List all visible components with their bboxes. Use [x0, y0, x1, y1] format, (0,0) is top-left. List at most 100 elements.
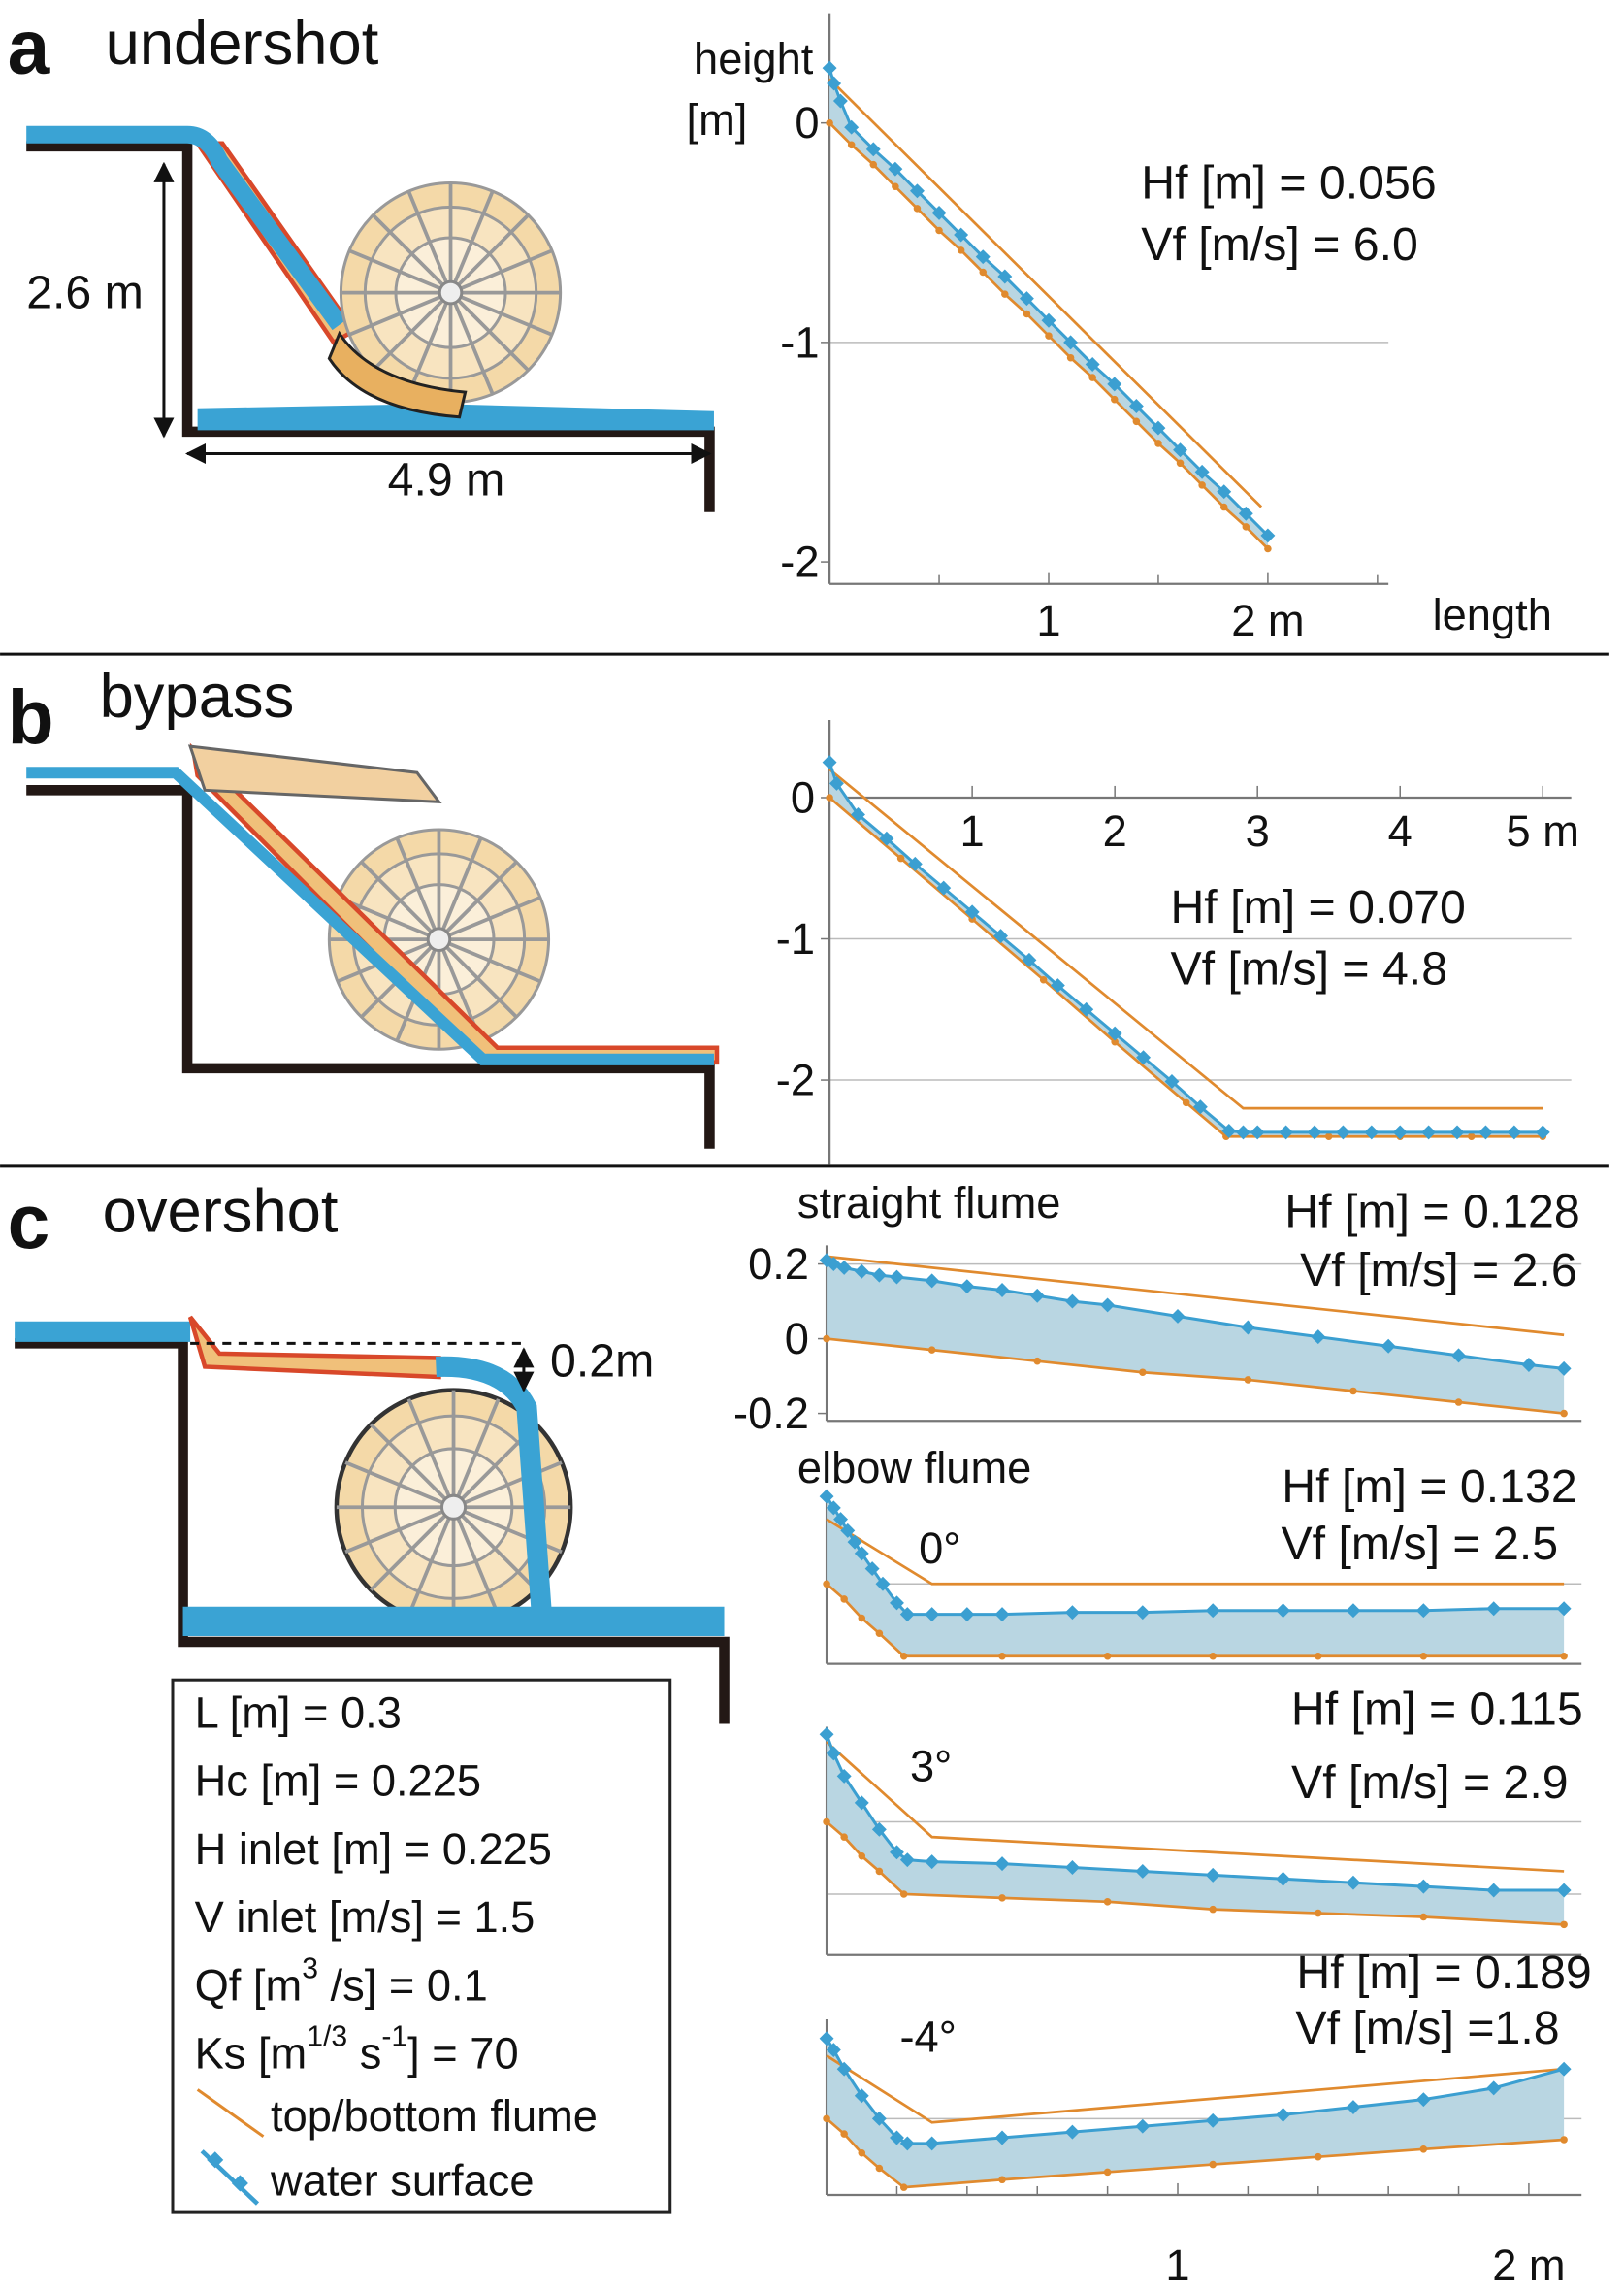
wheel-spoke — [406, 291, 453, 395]
wheel-spoke — [372, 291, 452, 372]
flume-point — [1560, 1652, 1568, 1660]
water-point — [1041, 312, 1056, 328]
wheel-spoke — [406, 190, 453, 294]
wheel-spoke — [451, 1398, 501, 1508]
annotation: Vf [m/s] = 6.0 — [1141, 218, 1418, 271]
water-point — [907, 856, 923, 871]
water-point — [1205, 1603, 1220, 1619]
water-point — [832, 93, 848, 109]
water-point — [1279, 1125, 1294, 1140]
water-point — [1335, 1125, 1350, 1140]
panel-title: overshot — [103, 1178, 339, 1246]
water-point — [822, 755, 837, 770]
flume-point — [899, 1890, 908, 1898]
flume — [189, 742, 720, 1065]
annotation: Hf [m] = 0.115 — [1291, 1683, 1583, 1735]
water-point — [1064, 1293, 1080, 1309]
flume-point — [899, 1652, 908, 1660]
wheel-spoke — [406, 1506, 456, 1617]
annotation: Hf [m] = 0.056 — [1141, 157, 1436, 210]
water-point — [854, 1263, 869, 1279]
flume-point — [1023, 310, 1031, 318]
flume-point — [1033, 1357, 1042, 1365]
water-point — [1556, 1883, 1572, 1898]
water-point — [1064, 1605, 1080, 1621]
water-point — [1050, 978, 1065, 994]
wheel-spoke — [452, 1505, 538, 1591]
superscript: -1 — [381, 2021, 407, 2053]
water-point — [1240, 1320, 1255, 1335]
water-point — [1194, 464, 1210, 479]
flume-point — [1039, 975, 1048, 984]
panel-letter: a — [8, 4, 51, 89]
flume-point — [1132, 417, 1141, 426]
flume-point — [899, 2183, 908, 2191]
flume-point — [858, 2148, 866, 2157]
flume-point — [1001, 290, 1009, 298]
water — [828, 762, 1543, 1134]
flume-point — [840, 1833, 848, 1841]
water-point — [1135, 2118, 1151, 2134]
water-point — [994, 1607, 1010, 1622]
flume-point — [927, 1346, 936, 1354]
water-point — [1250, 1125, 1265, 1140]
text-part: Qf [m — [195, 1960, 303, 2010]
x-tick-label: 3 — [1246, 806, 1270, 856]
flume-point — [1103, 2168, 1112, 2177]
water-point — [1449, 1125, 1465, 1140]
ground — [26, 785, 715, 1149]
water-point — [822, 60, 837, 76]
water-point — [819, 2031, 834, 2046]
water-point — [1238, 506, 1253, 521]
chart-title: elbow flume — [797, 1443, 1031, 1492]
wheel-spoke — [344, 1505, 455, 1555]
wheel-spoke — [372, 213, 452, 294]
water-point — [826, 2043, 841, 2057]
legend-swatch — [196, 2088, 265, 2138]
y-tick-label: -1 — [776, 914, 815, 964]
water-point — [1170, 1309, 1186, 1324]
x-tick-label: 2 m — [1492, 2241, 1565, 2290]
bypass-plank — [187, 744, 442, 804]
wheel-spoke — [369, 1505, 455, 1591]
wheel-spoke — [437, 836, 483, 940]
flume-point — [1315, 1909, 1322, 1917]
flume-point — [1419, 1913, 1428, 1921]
y-tick-label: 0 — [791, 772, 815, 822]
water-point — [871, 2111, 887, 2126]
flume-point — [1066, 353, 1075, 362]
x-tick-label: 5 m — [1507, 806, 1579, 856]
water-point — [1135, 1863, 1151, 1879]
water-point — [879, 831, 894, 846]
water-point — [1486, 1883, 1502, 1898]
flume-point — [1209, 1652, 1217, 1660]
water-point — [1486, 1601, 1502, 1617]
flume_top — [828, 78, 1263, 508]
water-point — [1276, 1871, 1291, 1886]
water-point — [1556, 2061, 1572, 2077]
x-tick-label: 1 — [1165, 2241, 1189, 2290]
text-part: L [m] = 0.3 — [195, 1687, 402, 1737]
water — [26, 767, 714, 1065]
wheel-spoke — [449, 248, 553, 295]
wheel-spoke — [452, 1460, 563, 1509]
water-point — [1556, 1360, 1572, 1376]
water-point — [828, 775, 844, 791]
x-tick-label: 2 m — [1231, 596, 1304, 645]
y-axis-label: height — [694, 34, 814, 83]
wheel-hub — [439, 1493, 468, 1521]
water-point — [826, 1500, 841, 1516]
water-point — [871, 1821, 887, 1837]
legend-label: top/bottom flume — [271, 2091, 598, 2141]
angle-label: 0° — [919, 1523, 960, 1573]
wheel-spoke — [448, 190, 495, 294]
water-point — [1236, 1125, 1250, 1140]
water-point — [1022, 952, 1037, 967]
chart-title: straight flume — [797, 1178, 1061, 1228]
y-tick-label: -2 — [776, 1056, 815, 1105]
annotation: Hf [m] = 0.070 — [1170, 881, 1465, 933]
legend-box — [171, 1678, 672, 2214]
flume-point — [1324, 1132, 1333, 1141]
water-point — [899, 2136, 915, 2151]
